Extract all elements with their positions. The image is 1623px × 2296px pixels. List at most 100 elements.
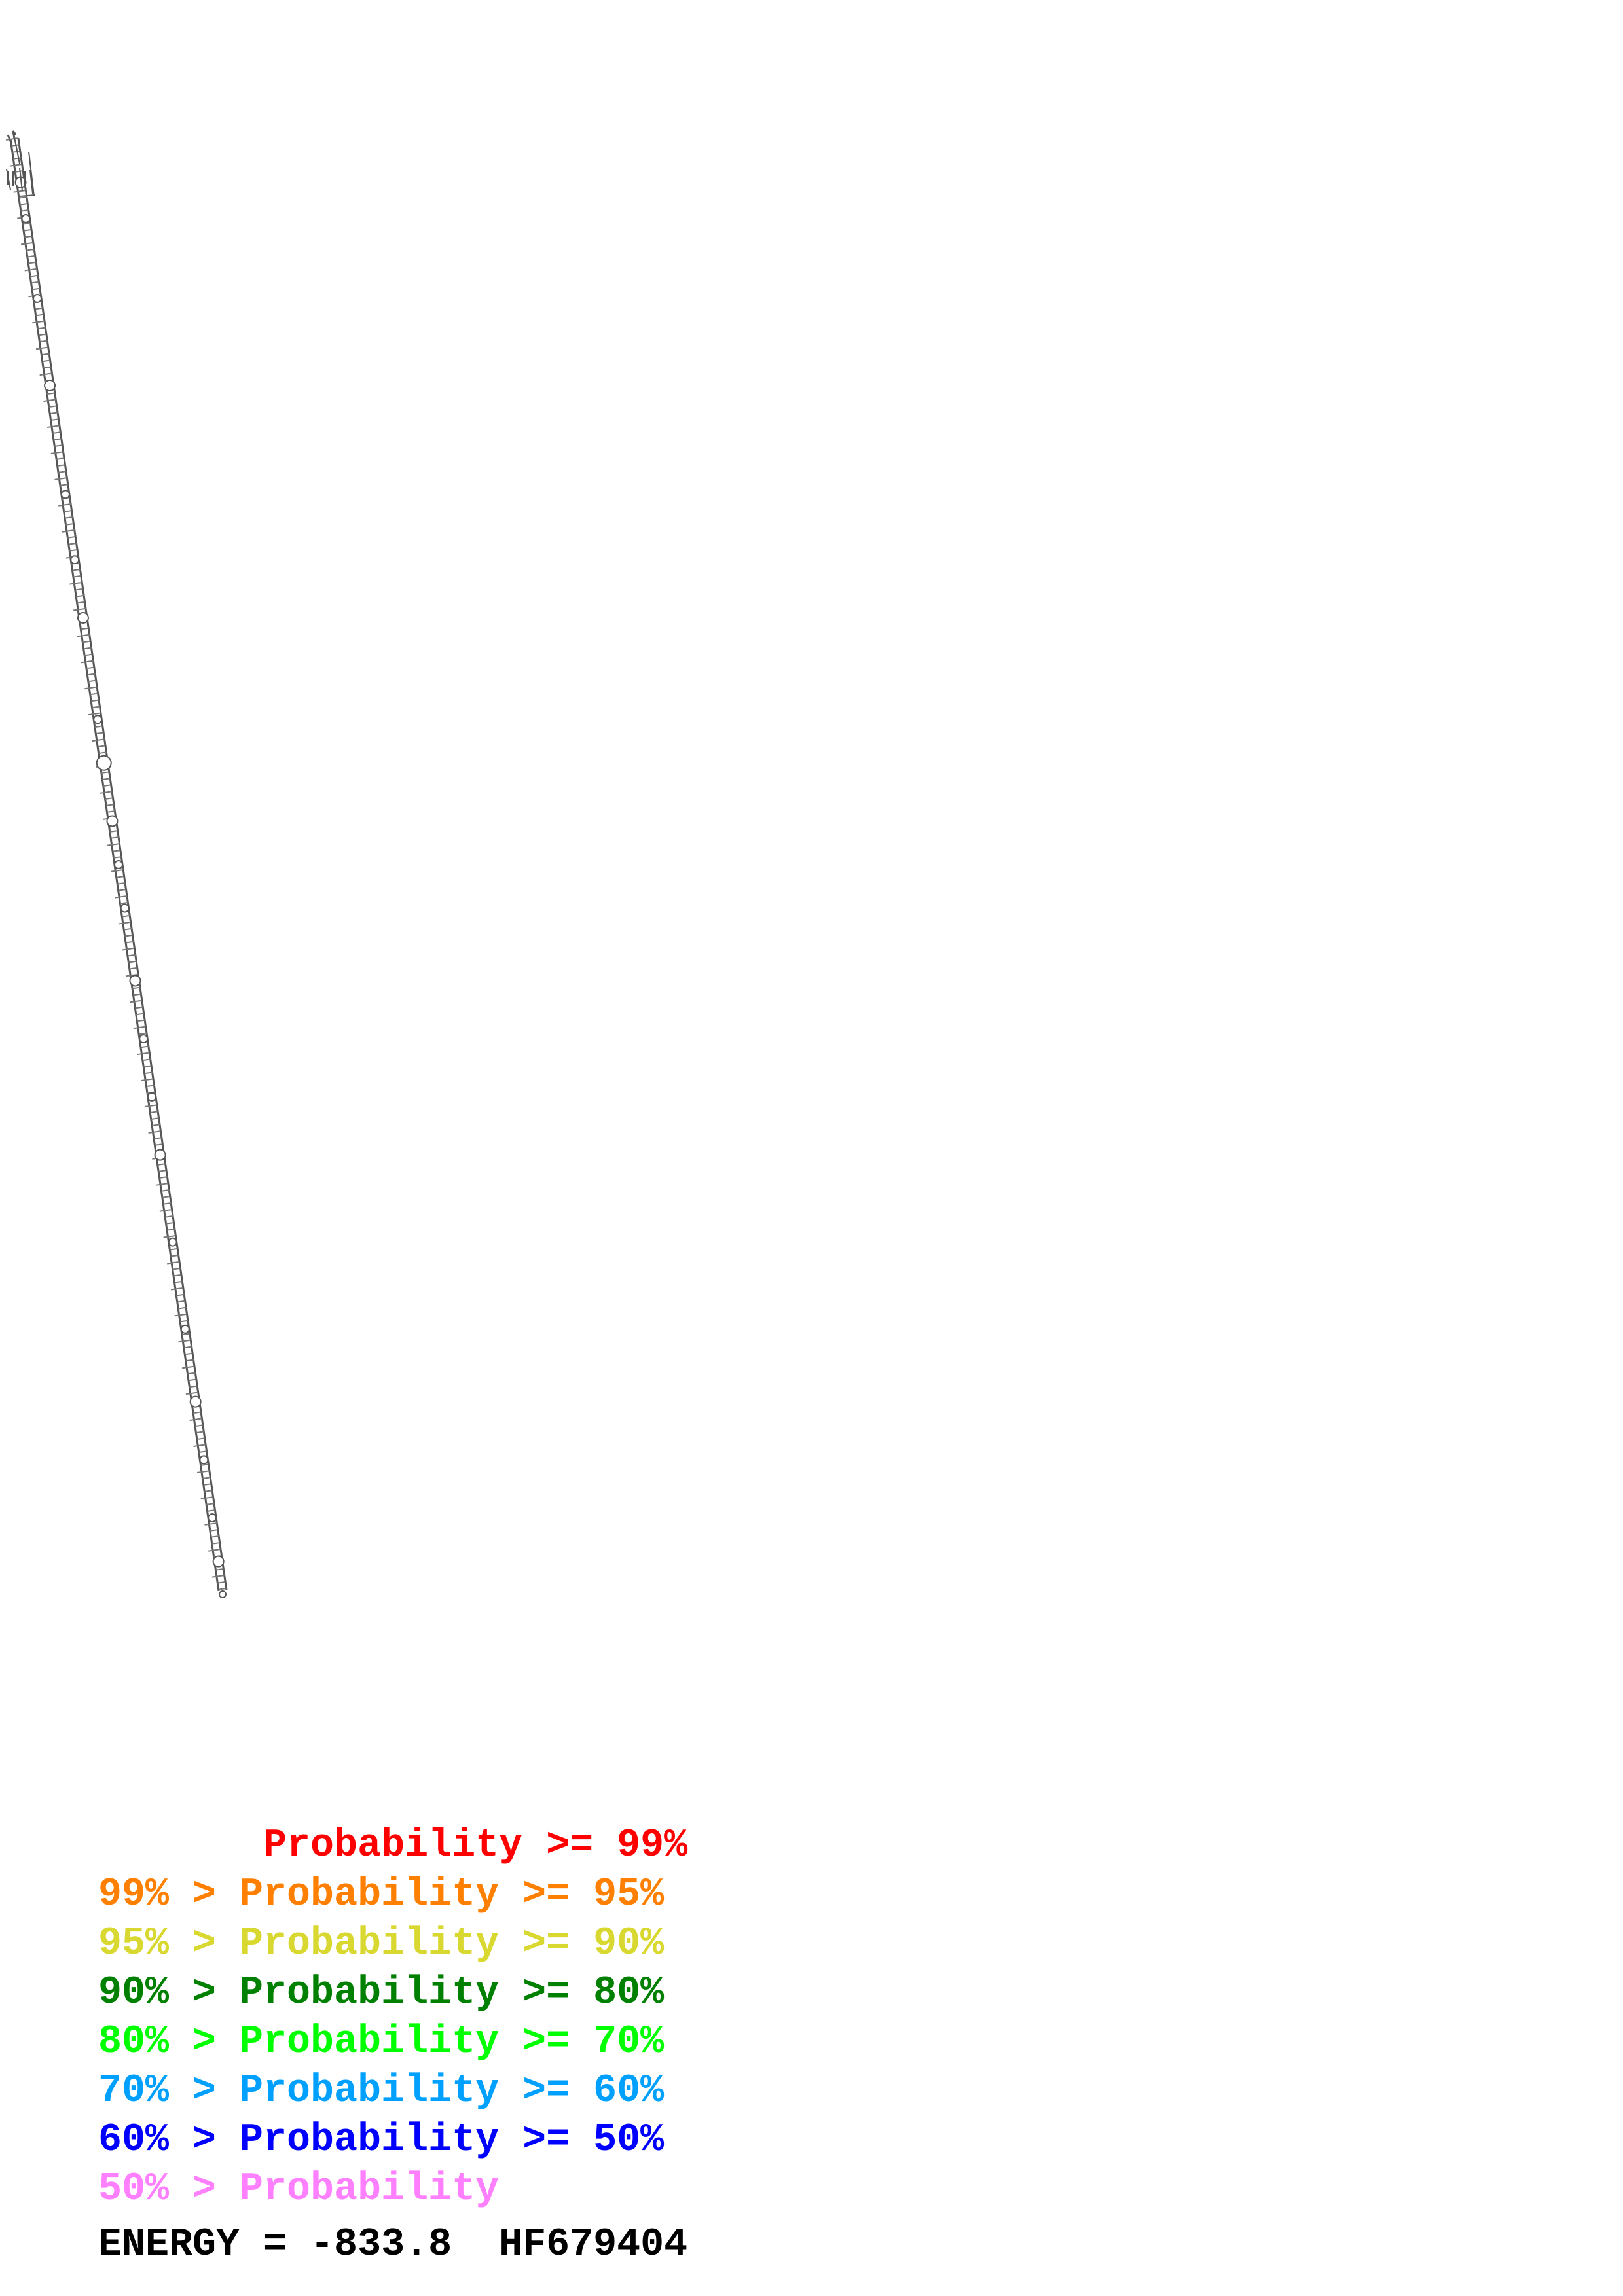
base-pair-tick [94, 725, 103, 728]
base-pair-tick [178, 1306, 187, 1310]
base-pair-tick [35, 346, 48, 350]
base-pair-tick [67, 535, 76, 539]
base-pair-tick [176, 1293, 185, 1297]
base-pair-tick [75, 588, 83, 591]
base-pair-tick [48, 405, 57, 408]
base-pair-tick [181, 1333, 190, 1336]
base-pair-tick [198, 1450, 207, 1454]
base-pair-tick [166, 1222, 174, 1225]
base-pair-tick [54, 477, 67, 480]
base-pair-tick [210, 1529, 218, 1532]
legend-row-70: 80% > Probability >= 70% [98, 2020, 665, 2064]
interior-loop [154, 1149, 166, 1161]
base-pair-tick [13, 190, 26, 193]
base-pair-tick [218, 1587, 227, 1590]
base-pair-tick [166, 1228, 175, 1231]
base-pair-tick [151, 1117, 159, 1120]
interior-loop [129, 975, 141, 987]
base-pair-tick [172, 1267, 181, 1270]
base-pair-tick [72, 568, 81, 571]
base-pair-tick [88, 712, 101, 716]
base-pair-tick [76, 594, 84, 598]
base-pair-tick [64, 516, 73, 519]
base-pair-tick [178, 1339, 191, 1343]
base-pair-tick [68, 542, 77, 545]
base-pair-tick [133, 1026, 146, 1030]
interior-loop [199, 1455, 209, 1465]
base-pair-tick [122, 914, 130, 918]
base-pair-tick [20, 209, 29, 212]
legend-row-99: Probability >= 99% [98, 1823, 688, 1868]
interior-loop [212, 1555, 225, 1568]
legend-row-95: 99% > Probability >= 95% [98, 1873, 665, 1917]
base-pair-tick [133, 993, 141, 996]
base-pair-tick [46, 425, 60, 428]
base-pair-tick [46, 392, 55, 395]
base-pair-tick [177, 1300, 185, 1303]
base-pair-tick [31, 281, 39, 284]
interior-loop [147, 1092, 156, 1102]
base-pair-tick [92, 738, 105, 742]
interior-loop [96, 755, 112, 771]
base-pair-tick [153, 1137, 162, 1139]
base-pair-tick [81, 660, 94, 664]
interior-loops [14, 176, 227, 1598]
legend-row-80: 90% > Probability >= 80% [98, 1971, 665, 2015]
base-pair-tick [50, 451, 64, 454]
base-pair-tick [204, 1490, 213, 1492]
base-pair-tick [102, 778, 111, 780]
base-pair-tick [39, 372, 52, 376]
base-pair-tick [140, 1045, 149, 1049]
rna-secondary-structure [5, 130, 228, 1598]
base-pair-tick [113, 856, 122, 859]
base-pair-tick [126, 973, 139, 977]
base-pair-tick [39, 340, 48, 343]
base-pair-tick [43, 399, 56, 403]
base-pair-tick [64, 510, 72, 512]
base-pair-tick [24, 268, 37, 272]
base-pair-tick [90, 692, 98, 696]
base-pair-tick [20, 202, 28, 206]
base-pair-tick [192, 1411, 202, 1414]
hairpin-loop-bottom [219, 1590, 227, 1598]
terminal-hairpin-branches [6, 137, 36, 197]
base-pair-tick [159, 1176, 168, 1179]
interior-loop [106, 815, 119, 827]
interior-loop [21, 213, 31, 223]
base-pair-tick [56, 457, 65, 460]
interior-loop [139, 1034, 149, 1044]
base-pair-tick [141, 1078, 154, 1082]
base-pair-tick [23, 228, 32, 232]
base-pair-tick [196, 1470, 210, 1473]
base-pair-tick [193, 1444, 206, 1448]
legend-row-60: 70% > Probability >= 60% [98, 2069, 665, 2113]
base-pair-tick [41, 353, 50, 356]
base-pair-tick [73, 575, 81, 578]
base-pair-tick [27, 255, 35, 258]
base-pair-tick [35, 314, 44, 317]
base-pair-tick [125, 941, 134, 944]
interior-loop [93, 715, 103, 725]
base-pair-tick [58, 471, 67, 473]
base-pair-tick [204, 1522, 217, 1526]
base-pair-tick [124, 934, 133, 937]
base-pair-tick [29, 274, 39, 278]
base-pair-tick [165, 1215, 173, 1218]
base-pair-tick [107, 810, 115, 813]
base-pair-tick [189, 1418, 202, 1422]
base-pair-tick [62, 529, 75, 533]
base-pair-tick [174, 1313, 187, 1317]
base-pair-tick [92, 706, 100, 709]
base-pair-tick [158, 1170, 167, 1172]
interior-loop [180, 1324, 190, 1334]
base-pair-tick [57, 464, 65, 467]
base-pair-tick [73, 607, 86, 611]
legend-row-below-50: 50% > Probability [98, 2167, 500, 2212]
base-pair-tick [136, 1013, 144, 1016]
base-pair-tick [132, 986, 141, 990]
base-pair-tick [188, 1378, 196, 1382]
interior-loop [114, 860, 123, 869]
base-pair-tick [12, 151, 20, 153]
base-pair-tick [144, 1104, 157, 1108]
base-pair-tick [81, 627, 89, 630]
